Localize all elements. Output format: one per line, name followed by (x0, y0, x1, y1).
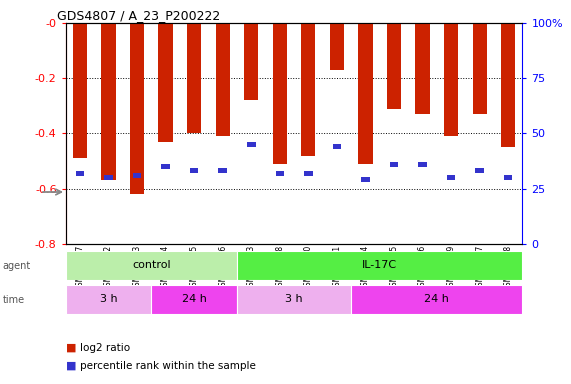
Bar (447, 175, 456, 180)
Bar (475, 169, 484, 174)
Text: IL-17C: IL-17C (362, 260, 397, 270)
Bar (359, 23, 372, 164)
Bar (351, 285, 522, 314)
Bar (501, 23, 515, 147)
Text: 3 h: 3 h (100, 294, 117, 305)
Text: percentile rank within the sample: percentile rank within the sample (80, 361, 256, 371)
Bar (273, 23, 287, 164)
Bar (332, 144, 341, 149)
Bar (304, 171, 313, 175)
Bar (151, 285, 237, 314)
Text: GDS4807 / A_23_P200222: GDS4807 / A_23_P200222 (57, 9, 220, 22)
Text: control: control (132, 260, 171, 270)
Text: 3 h: 3 h (286, 294, 303, 305)
Bar (102, 23, 116, 180)
Bar (133, 173, 142, 178)
Bar (76, 171, 85, 175)
Bar (275, 171, 284, 175)
Bar (416, 23, 430, 114)
Bar (361, 177, 370, 182)
Text: 24 h: 24 h (424, 294, 449, 305)
Bar (216, 23, 230, 136)
Bar (237, 251, 522, 280)
Text: ■: ■ (66, 361, 76, 371)
Text: ■: ■ (66, 343, 76, 353)
Bar (159, 23, 173, 142)
Bar (330, 23, 344, 70)
Bar (190, 169, 199, 174)
Text: time: time (3, 295, 25, 305)
Bar (66, 251, 237, 280)
Bar (387, 23, 401, 109)
Bar (301, 23, 315, 156)
Text: agent: agent (3, 261, 31, 271)
Bar (162, 164, 170, 169)
Bar (389, 162, 399, 167)
Bar (104, 175, 113, 180)
Bar (187, 23, 202, 134)
Bar (73, 23, 87, 158)
Bar (247, 142, 255, 147)
Bar (244, 23, 258, 100)
Bar (130, 23, 144, 194)
Bar (418, 162, 427, 167)
Text: 24 h: 24 h (182, 294, 207, 305)
Bar (504, 175, 513, 180)
Bar (237, 285, 351, 314)
Bar (444, 23, 458, 136)
Bar (66, 285, 151, 314)
Text: log2 ratio: log2 ratio (80, 343, 130, 353)
Bar (473, 23, 486, 114)
Bar (219, 169, 227, 174)
